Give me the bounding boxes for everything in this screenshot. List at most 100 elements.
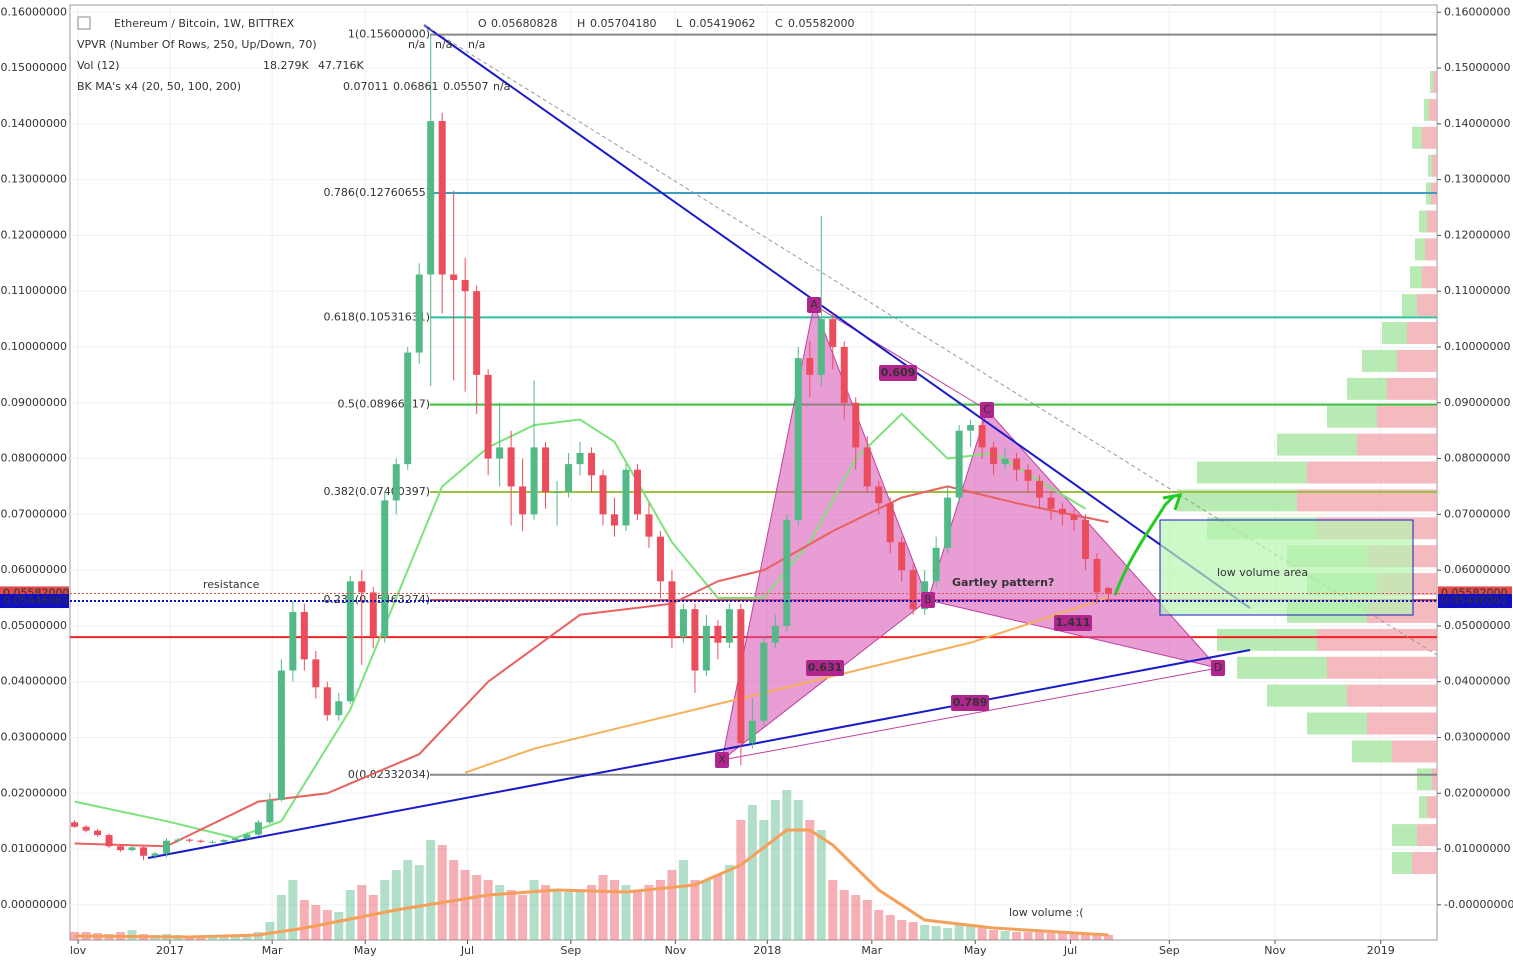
candle-body	[404, 352, 412, 465]
candle-body	[323, 687, 331, 716]
candle-body	[760, 642, 768, 721]
candle-body	[955, 430, 963, 498]
volume-bar	[230, 936, 240, 940]
profile-up	[1277, 433, 1357, 456]
volume-bar	[1103, 935, 1113, 940]
candle-body	[588, 452, 596, 476]
price-badge	[1438, 594, 1512, 609]
profile-up	[1417, 768, 1432, 791]
y-tick-label: 0.09000000	[1, 396, 67, 409]
profile-up	[1392, 852, 1412, 875]
annotation: low volume area	[1217, 566, 1308, 579]
profile-down	[1429, 98, 1437, 121]
candle-body	[875, 486, 883, 504]
arrow	[1113, 493, 1177, 596]
candle-body	[208, 841, 216, 843]
pattern-point-badge	[807, 297, 821, 313]
candle-body	[519, 486, 527, 515]
pattern-point-badge	[921, 592, 935, 608]
volume-bar	[207, 937, 217, 940]
candle-body	[714, 625, 722, 643]
volume-bar	[575, 890, 585, 940]
profile-down	[1392, 740, 1437, 763]
profile-down	[1422, 126, 1437, 149]
volume-bar	[759, 820, 769, 940]
annotation: low volume :(	[1009, 906, 1084, 919]
candle-body	[140, 847, 148, 856]
candle-body	[852, 402, 860, 448]
profile-up	[1428, 154, 1432, 177]
candle-body	[1059, 508, 1067, 515]
ohlc-label: O	[478, 17, 487, 30]
ohlc-value: 0.05680828	[491, 17, 557, 30]
candle-body	[381, 500, 389, 638]
profile-up	[1267, 684, 1347, 707]
pattern-ratio: 1.411	[1056, 616, 1091, 629]
profile-up	[1415, 238, 1425, 261]
indicator-value: 47.716K	[318, 59, 364, 72]
profile-up	[1362, 349, 1397, 372]
candle-body	[725, 609, 733, 643]
candle-body	[794, 358, 802, 520]
profile-up	[1217, 628, 1317, 651]
volume-bar	[1069, 934, 1079, 940]
volume-bar	[1046, 933, 1056, 940]
x-tick-label: Nov	[1264, 944, 1286, 957]
x-tick-label: Mar	[861, 944, 882, 957]
volume-bar	[851, 895, 861, 940]
profile-down	[1407, 322, 1437, 345]
fib-label: 0.5(0.08966017)	[337, 398, 430, 411]
arrow-head	[1162, 493, 1183, 511]
volume-bar	[678, 860, 688, 940]
indicator-value: n/a	[435, 38, 452, 51]
volume-bar	[518, 895, 528, 940]
y-tick-label: 0.05000000	[1, 619, 67, 632]
candle-body	[1001, 458, 1009, 465]
volume-bar	[793, 800, 803, 940]
moving-average	[464, 596, 1109, 774]
y-tick-label: 0.07000000	[1, 507, 67, 520]
y-tick-label: 0.11000000	[1, 284, 67, 297]
volume-bar	[885, 915, 895, 940]
volume-bar	[655, 880, 665, 940]
profile-down	[1417, 824, 1437, 847]
symbol-icon	[77, 16, 91, 30]
candle-body	[243, 834, 251, 839]
pattern-point-badge	[980, 402, 994, 418]
volume-bar	[506, 890, 516, 940]
volume-bar	[472, 875, 482, 940]
volume-bar	[713, 875, 723, 940]
y-tick-label: 0.01000000	[1, 842, 67, 855]
profile-up	[1382, 322, 1407, 345]
candle-body	[737, 609, 745, 744]
profile-up	[1419, 210, 1427, 233]
profile-down	[1327, 656, 1437, 679]
volume-bar	[874, 910, 884, 940]
fib-label: 0(0.02332034)	[348, 768, 430, 781]
candle-body	[565, 464, 573, 493]
fib-label: 1(0.15600000)	[348, 28, 430, 41]
y-tick-label: 0.14000000	[1444, 117, 1510, 130]
indicator-value: n/a	[408, 38, 425, 51]
ohlc-value: 0.05419062	[689, 17, 755, 30]
volume-bar	[724, 865, 734, 940]
volume-bar	[989, 930, 999, 940]
profile-down	[1377, 405, 1437, 428]
y-tick-label: 0.10000000	[1, 340, 67, 353]
candle-body	[898, 542, 906, 571]
pattern-point: B	[924, 593, 932, 606]
candle-body	[312, 659, 320, 688]
ratio-badge	[879, 365, 917, 381]
volume-bar	[908, 922, 918, 940]
volume-bar	[943, 928, 953, 940]
profile-down	[1357, 433, 1437, 456]
volume-bar	[288, 880, 298, 940]
candle-body	[461, 280, 469, 292]
profile-down	[1347, 684, 1437, 707]
profile-up	[1410, 266, 1422, 289]
candle-body	[197, 840, 205, 842]
pattern-point: C	[983, 403, 991, 416]
y-tick-label: 0.06000000	[1444, 563, 1510, 576]
indicator-name: BK MA's x4 (20, 50, 100, 200)	[77, 80, 241, 93]
candle-body	[599, 475, 607, 515]
